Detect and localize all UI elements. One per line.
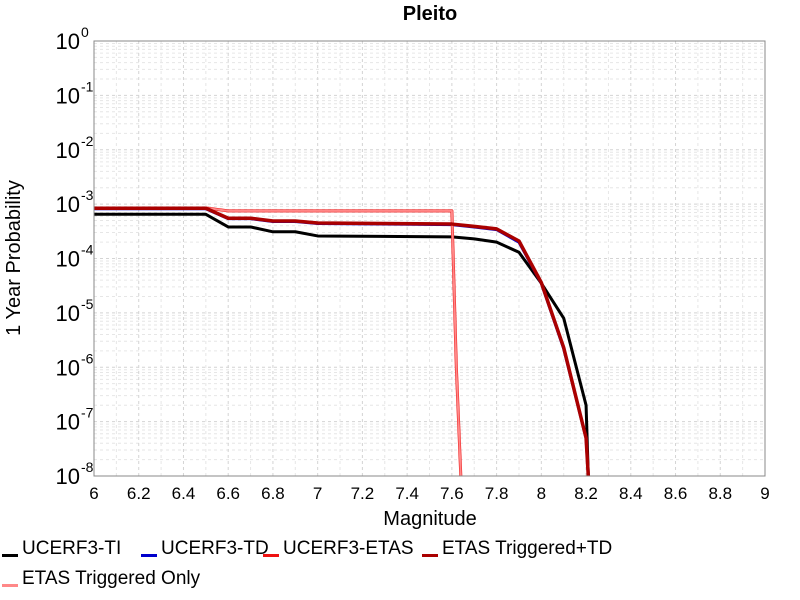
series-layer [94, 206, 591, 477]
y-tick-label-base: 10 [56, 83, 80, 108]
y-tick-label-base: 10 [56, 192, 80, 217]
series-line-etas-triggered-td [94, 206, 591, 477]
y-tick-label-base: 10 [56, 301, 80, 326]
plot-frame [93, 40, 766, 477]
x-tick-label: 8.6 [664, 484, 688, 503]
x-tick-label: 8 [537, 484, 546, 503]
x-tick-label: 7.2 [351, 484, 375, 503]
x-tick-label: 7.6 [440, 484, 464, 503]
chart-background [0, 0, 800, 530]
x-tick-label: 6.4 [172, 484, 196, 503]
x-tick-label: 8.8 [708, 484, 732, 503]
legend-swatch [2, 584, 18, 587]
legend-swatch [141, 554, 157, 557]
grid [93, 41, 766, 477]
y-tick-label-exponent: -3 [81, 187, 94, 203]
y-tick-label-base: 10 [56, 355, 80, 380]
y-tick-label-exponent: -6 [81, 350, 94, 366]
legend: UCERF3-TI UCERF3-TD UCERF3-ETAS ETAS Tri… [0, 532, 800, 598]
x-tick-label: 8.2 [574, 484, 598, 503]
x-tick-labels: 6 6.2 6.4 6.6 6.8 7 7.2 7.4 7.6 7.8 8 8.2 8.4 8.6 8.8 9 [89, 484, 769, 503]
legend-swatch [2, 554, 18, 557]
x-axis-label: Magnitude [383, 508, 476, 530]
x-tick-label: 7.8 [485, 484, 509, 503]
x-tick-label: 7.4 [395, 484, 419, 503]
y-tick-label-base: 10 [56, 247, 80, 272]
y-tick-label-exponent: 0 [81, 24, 89, 40]
y-tick-label-exponent: -4 [81, 242, 94, 258]
x-tick-label: 6.6 [216, 484, 240, 503]
x-tick-label: 6.2 [127, 484, 151, 503]
x-tick-label: 8.4 [619, 484, 643, 503]
legend-swatch [422, 554, 438, 557]
x-tick-label: 7 [313, 484, 322, 503]
y-tick-label-base: 10 [56, 410, 80, 435]
y-tick-label-base: 10 [56, 138, 80, 163]
y-tick-label-base: 10 [56, 464, 80, 489]
legend-label: ETAS Triggered+TD [442, 538, 613, 559]
chart-title: Pleito [403, 3, 457, 25]
x-tick-label: 6 [89, 484, 98, 503]
y-tick-label-exponent: -1 [81, 78, 94, 94]
x-tick-label: 9 [760, 484, 769, 503]
y-tick-label-base: 10 [56, 29, 80, 54]
legend-label: UCERF3-TD [161, 538, 269, 559]
y-tick-label-exponent: -7 [81, 405, 94, 421]
legend-label: UCERF3-ETAS [283, 538, 414, 559]
legend-label: UCERF3-TI [22, 538, 122, 559]
y-tick-label-exponent: -2 [81, 133, 94, 149]
legend-label: ETAS Triggered Only [22, 568, 201, 589]
x-tick-label: 6.8 [261, 484, 285, 503]
y-tick-label-exponent: -8 [81, 459, 94, 475]
legend-swatch [263, 554, 279, 557]
chart: Pleito 6 6.2 6.4 6.6 6.8 7 7.2 7.4 7.6 7.8 8 8.2 8.4… [0, 0, 800, 530]
y-axis-label: 1 Year Probability [3, 180, 25, 336]
y-tick-label-exponent: -5 [81, 296, 94, 312]
